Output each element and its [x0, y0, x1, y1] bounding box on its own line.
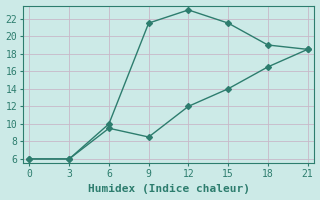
X-axis label: Humidex (Indice chaleur): Humidex (Indice chaleur): [88, 184, 250, 194]
